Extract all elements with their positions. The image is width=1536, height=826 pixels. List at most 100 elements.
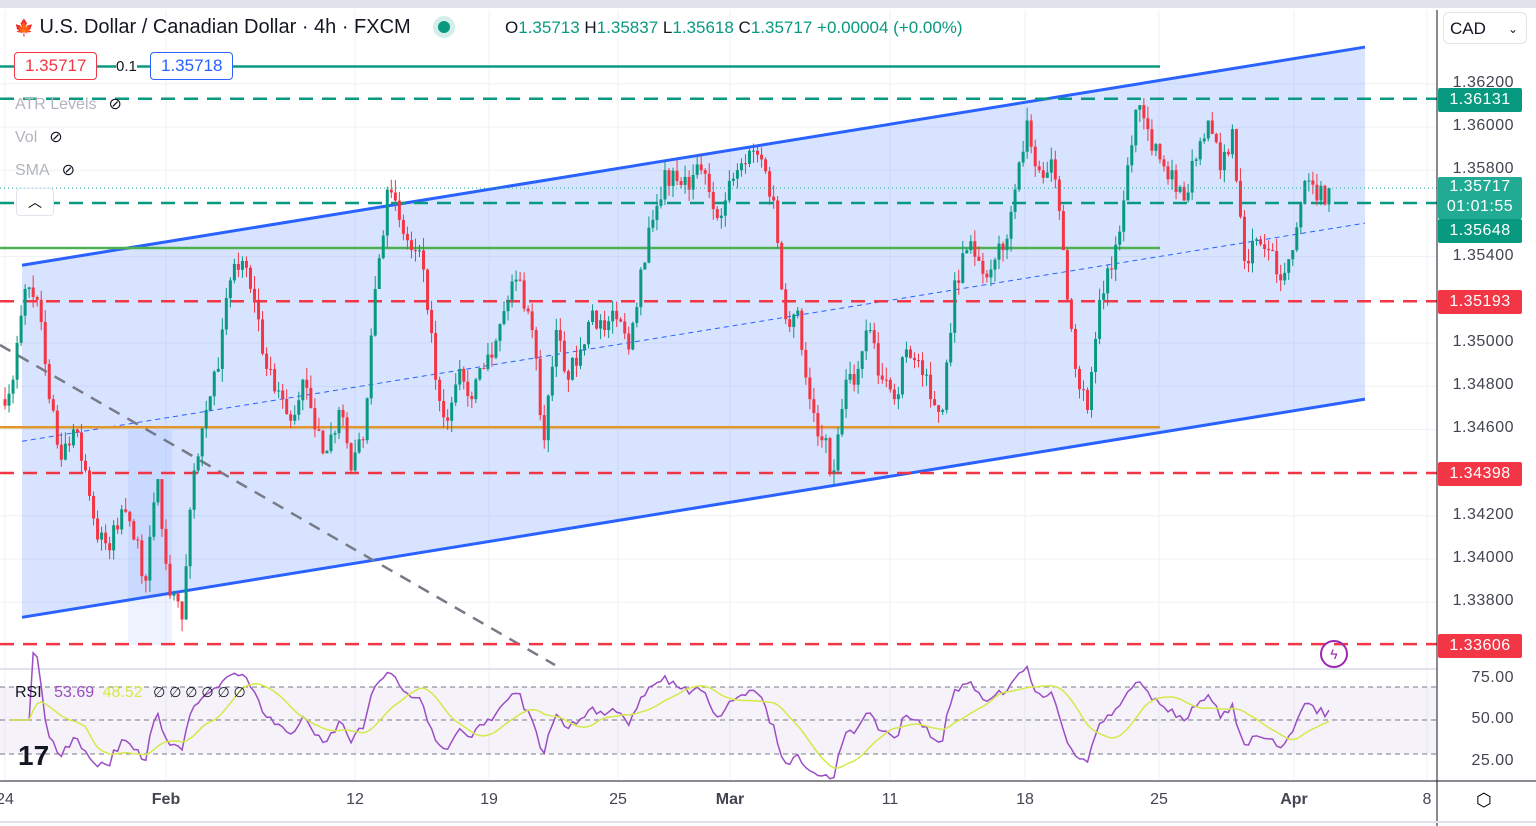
candle-body <box>430 309 434 334</box>
candle-body <box>466 381 470 397</box>
candle-body <box>558 330 562 341</box>
candle-body <box>904 349 908 358</box>
candle-body <box>929 374 933 400</box>
candle-body <box>747 150 751 164</box>
candle-body <box>1230 129 1234 155</box>
candle-body <box>554 330 558 367</box>
rsi-legend[interactable]: RSI 53.69 48.52 ∅ ∅ ∅ ∅ ∅ ∅ <box>15 684 246 701</box>
bar-countdown: 01:01:55 <box>1446 198 1514 215</box>
hidden-eye-icon[interactable]: ⊘ <box>49 129 63 146</box>
candle-body <box>534 330 538 359</box>
candle-body <box>19 315 23 343</box>
candle-body <box>176 593 180 602</box>
candle-body <box>7 393 11 406</box>
collapse-legend-button[interactable]: ︿ <box>16 188 54 216</box>
candle-body <box>474 379 478 400</box>
candle-body <box>1126 165 1130 201</box>
candle-body <box>852 374 856 385</box>
buy-button[interactable]: 1.35718 <box>150 52 234 80</box>
candle-body <box>236 263 240 270</box>
canada-flag-icon: 🍁 <box>14 20 34 37</box>
candle-body <box>438 379 442 401</box>
candle-body <box>989 269 993 278</box>
candle-body <box>1186 192 1190 201</box>
trendline-down <box>0 343 556 667</box>
candle-body <box>1238 180 1242 217</box>
candle-body <box>812 399 816 414</box>
candle-body <box>297 400 301 415</box>
time-axis-label: 24 <box>0 791 14 808</box>
candle-body <box>832 470 836 473</box>
candle-body <box>695 164 699 175</box>
candle-body <box>1073 328 1077 369</box>
candle-body <box>349 443 353 471</box>
settings-hexagon-icon[interactable]: ⬡ <box>1476 790 1492 810</box>
candle-body <box>144 576 148 581</box>
candle-body <box>470 396 474 400</box>
price-tag-r3: 1.33606 <box>1438 634 1522 658</box>
candle-body <box>546 395 550 441</box>
candle-body <box>498 323 502 341</box>
lightning-icon[interactable]: ϟ <box>1320 640 1348 668</box>
candle-body <box>800 310 804 350</box>
time-axis-label: 25 <box>609 791 627 808</box>
candle-body <box>405 233 409 241</box>
candle-body <box>1150 129 1154 151</box>
symbol-title[interactable]: 🍁 U.S. Dollar / Canadian Dollar · 4h · F… <box>14 16 451 39</box>
time-axis-label: 12 <box>346 791 364 808</box>
hidden-eye-icon[interactable]: ⊘ <box>108 96 122 113</box>
rsi-axis-label: 25.00 <box>1471 751 1514 769</box>
candle-body <box>1081 389 1085 391</box>
candle-body <box>1315 184 1319 201</box>
indicator-atr-levels[interactable]: ATR Levels ⊘ <box>15 96 122 113</box>
candle-body <box>1086 389 1090 410</box>
candle-body <box>494 340 498 358</box>
candle-body <box>385 189 389 236</box>
candle-body <box>566 371 570 380</box>
candle-body <box>937 405 941 412</box>
candle-body <box>281 390 285 400</box>
time-axis-label: Apr <box>1280 791 1308 808</box>
candle-body <box>333 433 337 435</box>
chevron-down-icon: ⌄ <box>1507 22 1518 36</box>
time-axis-label: 18 <box>1016 791 1034 808</box>
sell-button[interactable]: 1.35717 <box>14 52 98 80</box>
candle-body <box>184 566 188 620</box>
candle-body <box>1178 186 1182 192</box>
hidden-eye-icon[interactable]: ⊘ <box>61 162 76 179</box>
candle-body <box>595 310 599 329</box>
candle-body <box>510 281 514 300</box>
candle-body <box>253 288 257 300</box>
candle-body <box>1090 372 1094 410</box>
candle-body <box>1057 179 1061 212</box>
time-axis-label: 8 <box>1422 791 1432 808</box>
candle-body <box>1214 133 1218 143</box>
candle-body <box>860 351 864 369</box>
candle-body <box>562 340 566 372</box>
price-axis-label: 1.35800 <box>1452 160 1514 178</box>
candle-body <box>908 349 912 358</box>
candle-body <box>1077 368 1081 390</box>
candle-body <box>856 368 860 385</box>
candle-body <box>224 298 228 330</box>
candle-body <box>1098 299 1102 339</box>
indicator-sma[interactable]: SMA ⊘ <box>15 162 76 179</box>
candle-body <box>687 176 691 190</box>
candle-body <box>1110 268 1114 270</box>
candle-body <box>949 332 953 363</box>
tradingview-logo-icon: 17 <box>18 740 50 771</box>
candle-body <box>872 330 876 344</box>
time-axis-label: 19 <box>480 791 498 808</box>
price-axis-label: 1.34200 <box>1452 505 1514 523</box>
candle-body <box>285 399 289 415</box>
currency-select[interactable]: CAD ⌄ <box>1443 12 1527 44</box>
channel-fill <box>22 47 1365 618</box>
candle-body <box>933 399 937 406</box>
candle-body <box>196 456 200 471</box>
candle-body <box>518 279 522 281</box>
indicator-vol[interactable]: Vol ⊘ <box>15 129 63 146</box>
time-axis-label: 25 <box>1150 791 1168 808</box>
candle-body <box>768 171 772 197</box>
candle-body <box>1283 272 1287 281</box>
